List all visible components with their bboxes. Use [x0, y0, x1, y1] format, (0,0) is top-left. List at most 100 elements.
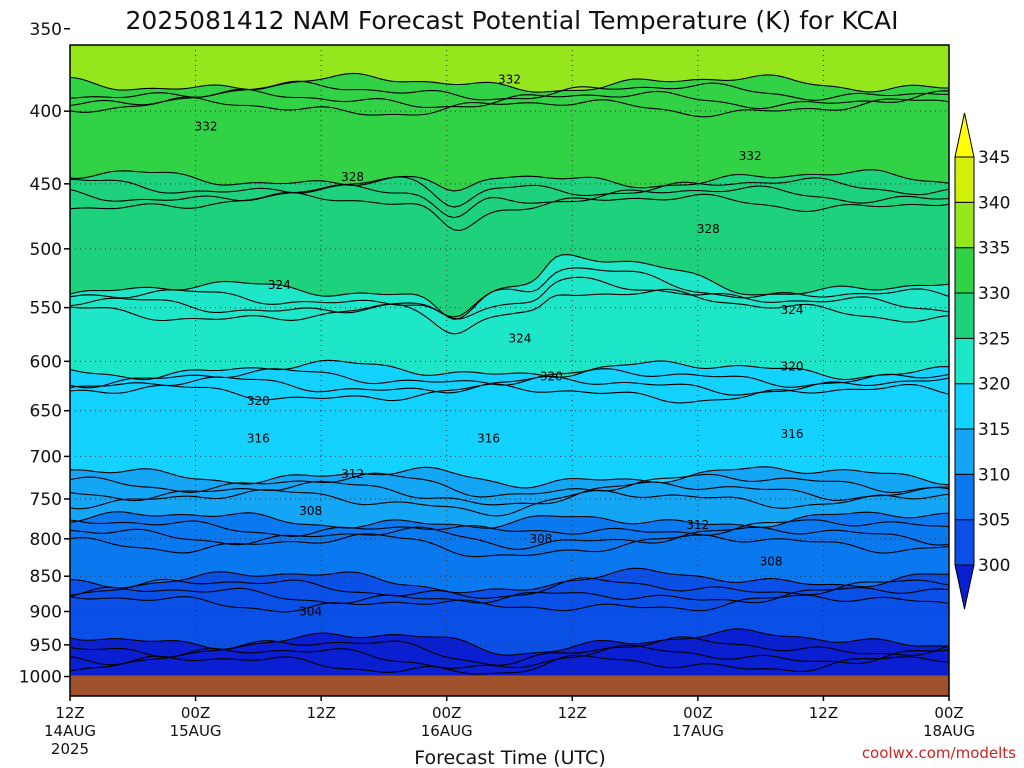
x-tick-label: 12Z [809, 704, 838, 722]
x-tick-date: 18AUG [923, 722, 975, 740]
contour-label-text: 320 [247, 394, 270, 408]
contour-label-text: 316 [781, 427, 804, 441]
contour-line [70, 472, 949, 498]
credit-text: coolwx.com/modelts [862, 744, 1016, 762]
ground-surface [70, 675, 949, 696]
y-tick-label: 700 [30, 447, 62, 467]
y-tick-label: 800 [30, 530, 62, 550]
colorbar-swatch [954, 519, 975, 566]
colorbar-swatch [954, 337, 975, 385]
y-tick-label: 650 [30, 402, 62, 422]
contour-label-text: 316 [247, 432, 270, 446]
contour-label: 324 [509, 331, 532, 345]
y-tick-label: 1000 [19, 668, 62, 688]
x-tick-date: 16AUG [421, 722, 473, 740]
contour-label-text: 332 [195, 119, 218, 133]
contour-label: 312 [686, 518, 709, 532]
contour-label-text: 332 [498, 73, 521, 87]
x-tick-year: 2025 [51, 740, 89, 758]
colorbar-swatch [954, 247, 975, 294]
colorbar-label: 340 [978, 193, 1010, 213]
plot-area: 3443403363403403363363323323323283283243… [70, 45, 949, 696]
x-tick-label: 00Z [934, 704, 963, 722]
contour-label: 316 [247, 432, 270, 446]
contour-label: 328 [697, 222, 720, 236]
y-tick-label: 750 [30, 490, 62, 510]
contour-line [70, 636, 949, 666]
contour-label: 332 [195, 119, 218, 133]
contour-line [70, 383, 949, 404]
colorbar: 300 305 310 315 320 325 330 335 340 345 [954, 112, 1010, 610]
colorbar-label: 335 [978, 239, 1010, 259]
contour-line [70, 526, 949, 550]
colorbar-swatch [954, 383, 975, 430]
x-tick-date: 14AUG [44, 722, 96, 740]
x-tick-label: 00Z [683, 704, 712, 722]
chart-title: 2025081412 NAM Forecast Potential Temper… [126, 6, 899, 35]
contour-label-text: 324 [268, 278, 291, 292]
contour-line [70, 254, 949, 320]
colorbar-label: 325 [978, 329, 1010, 349]
contour-label: 308 [529, 532, 552, 546]
contour-line [70, 567, 949, 594]
contour-label: 328 [341, 170, 364, 184]
contour-line [70, 169, 949, 192]
contour-label: 324 [781, 303, 804, 317]
colorbar-label: 345 [978, 148, 1010, 168]
plot-frame [69, 44, 950, 697]
contour-line [70, 72, 949, 93]
contour-line [70, 519, 949, 537]
colorbar-label: 320 [978, 375, 1010, 395]
colorbar-swatch [954, 292, 975, 339]
y-tick-label: 550 [30, 299, 62, 319]
x-axis-label: Forecast Time (UTC) [414, 747, 605, 768]
contour-label: 308 [760, 555, 783, 569]
y-tick-label: 450 [30, 175, 62, 195]
contour-label: 332 [739, 149, 762, 163]
contour-label: 320 [781, 359, 804, 373]
colorbar-extend-top [954, 112, 975, 158]
contour-line [70, 480, 949, 506]
contour-label-text: 308 [529, 532, 552, 546]
contour-label: 316 [477, 432, 500, 446]
contour-line [70, 96, 949, 118]
contour-line [70, 183, 949, 219]
contour-label-text: 320 [781, 359, 804, 373]
y-tick-label: 400 [30, 102, 62, 122]
contour-line [70, 288, 949, 335]
contour-line [70, 533, 949, 558]
contour-label: 320 [247, 394, 270, 408]
x-tick-date: 17AUG [672, 722, 724, 740]
colorbar-swatch [954, 156, 975, 203]
colorbar-swatch [954, 473, 975, 521]
contour-line [70, 654, 949, 675]
x-tick-label: 12Z [558, 704, 587, 722]
contour-label: 304 [299, 604, 322, 618]
x-tick-label: 00Z [181, 704, 210, 722]
contour-line [70, 176, 949, 208]
colorbar-label: 310 [978, 465, 1010, 485]
contour-label-text: 308 [299, 504, 322, 518]
colorbar-label: 330 [978, 284, 1010, 304]
contour-line [70, 511, 949, 529]
y-axis: 2503003504004505005506006507007508008509… [19, 20, 70, 688]
contour-line [70, 88, 949, 110]
contour-line [70, 466, 949, 489]
contour-line [70, 267, 949, 318]
contour-label-text: 332 [739, 149, 762, 163]
colorbar-swatch [954, 428, 975, 475]
colorbar-extend-bottom [954, 564, 975, 610]
x-tick-date: 15AUG [170, 722, 222, 740]
x-tick-label: 12Z [306, 704, 335, 722]
contour-label-text: 304 [299, 604, 322, 618]
contour-label-text: 312 [686, 518, 709, 532]
colorbar-label: 305 [978, 511, 1010, 531]
contour-label-text: 328 [697, 222, 720, 236]
contour-line [70, 489, 949, 517]
contour-line [70, 191, 949, 232]
contour-label-text: 308 [760, 555, 783, 569]
contour-label-text: 324 [509, 331, 532, 345]
y-tick-label: 350 [30, 20, 62, 40]
contour-label-text: 328 [341, 170, 364, 184]
